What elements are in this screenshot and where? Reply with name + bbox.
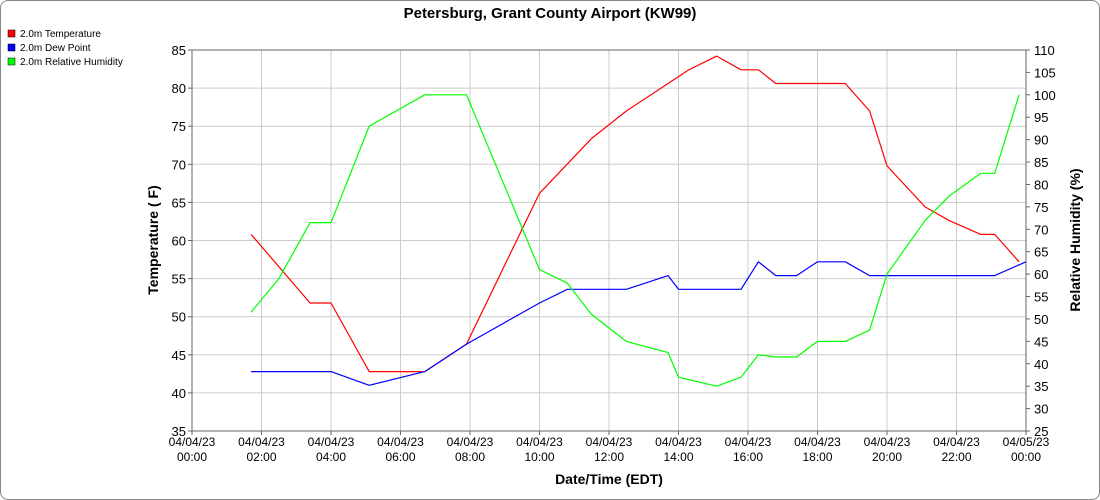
x-tick-label-date: 04/04/23 (377, 435, 424, 449)
legend-swatch (7, 29, 16, 38)
x-tick-label-date: 04/04/23 (308, 435, 355, 449)
series-lines (250, 55, 1027, 387)
y-right-tick-label: 30 (1034, 402, 1048, 417)
y-left-tick-label: 75 (172, 119, 186, 134)
series-line (250, 94, 1020, 387)
series-line (251, 261, 1027, 386)
y-right-tick-label: 55 (1034, 290, 1048, 305)
legend-label: 2.0m Temperature (20, 29, 101, 40)
y-axis-right-ticks: 25 30 35 40 45 50 55 60 65 70 75 80 85 90 95 100 105 110 (1026, 43, 1056, 439)
y-right-tick-label: 80 (1034, 177, 1048, 192)
y-right-tick-label: 90 (1034, 133, 1048, 148)
x-tick-label-date: 04/05/23 (1003, 435, 1050, 449)
y-right-tick-label: 35 (1034, 379, 1048, 394)
x-tick-label-date: 04/04/23 (447, 435, 494, 449)
x-tick-label-time: 04:00 (316, 450, 346, 464)
legend-label: 2.0m Dew Point (20, 43, 91, 54)
x-tick-label-time: 02:00 (246, 450, 276, 464)
y-left-tick-label: 60 (172, 234, 186, 249)
x-tick-label-time: 12:00 (594, 450, 624, 464)
y-left-tick-label: 35 (172, 424, 186, 439)
y-left-tick-label: 40 (172, 386, 186, 401)
x-tick-label-date: 04/04/23 (933, 435, 980, 449)
x-tick-label-time: 20:00 (872, 450, 902, 464)
y-left-tick-label: 70 (172, 157, 186, 172)
x-tick-label-time: 06:00 (385, 450, 415, 464)
y-left-tick-label: 85 (172, 43, 186, 58)
x-tick-label-date: 04/04/23 (516, 435, 563, 449)
y-axis-left-ticks: 35 40 45 50 55 60 65 70 75 80 85 (172, 43, 192, 439)
legend-swatch (7, 43, 16, 52)
y-right-tick-label: 40 (1034, 357, 1048, 372)
y-right-tick-label: 45 (1034, 334, 1048, 349)
x-tick-label-time: 22:00 (941, 450, 971, 464)
x-tick-label-date: 04/04/23 (238, 435, 285, 449)
legend-swatch (7, 57, 16, 66)
y-left-tick-label: 80 (172, 81, 186, 96)
y-right-tick-label: 25 (1034, 424, 1048, 439)
x-tick-label-date: 04/04/23 (725, 435, 772, 449)
y-axis-right-title: Relative Humidity (%) (1067, 168, 1083, 311)
legend-label: 2.0m Relative Humidity (20, 57, 123, 68)
y-right-tick-label: 50 (1034, 312, 1048, 327)
y-left-tick-label: 50 (172, 310, 186, 325)
y-left-tick-label: 65 (172, 195, 186, 210)
x-axis-title: Date/Time (EDT) (555, 471, 663, 487)
x-tick-label-date: 04/04/23 (586, 435, 633, 449)
chart-title: Petersburg, Grant County Airport (KW99) (404, 5, 697, 22)
y-right-tick-label: 85 (1034, 155, 1048, 170)
y-right-tick-label: 95 (1034, 110, 1048, 125)
series-line (250, 55, 1020, 373)
x-tick-label-time: 16:00 (733, 450, 763, 464)
y-right-tick-label: 60 (1034, 267, 1048, 282)
y-right-tick-label: 65 (1034, 245, 1048, 260)
x-tick-label-date: 04/04/23 (794, 435, 841, 449)
y-right-tick-label: 105 (1034, 65, 1056, 80)
x-tick-label-date: 04/04/23 (655, 435, 702, 449)
y-right-tick-label: 100 (1034, 88, 1056, 103)
y-right-tick-label: 110 (1034, 43, 1055, 58)
x-tick-label-time: 08:00 (455, 450, 485, 464)
y-left-tick-label: 45 (172, 348, 186, 363)
grid (191, 49, 1027, 432)
x-tick-label-time: 10:00 (524, 450, 554, 464)
x-tick-label-time: 00:00 (177, 450, 207, 464)
x-tick-label-time: 00:00 (1011, 450, 1041, 464)
y-right-tick-label: 70 (1034, 222, 1048, 237)
y-left-tick-label: 55 (172, 272, 186, 287)
y-right-tick-label: 75 (1034, 200, 1048, 215)
x-tick-label-date: 04/04/23 (864, 435, 911, 449)
y-axis-left-title: Temperature ( F) (145, 185, 161, 294)
x-axis-ticks: 04/04/2300:0004/04/2302:0004/04/2304:000… (169, 431, 1050, 464)
x-tick-label-time: 18:00 (802, 450, 832, 464)
legend: 2.0m Temperature 2.0m Dew Point 2.0m Relat… (7, 29, 123, 68)
x-tick-label-date: 04/04/23 (169, 435, 216, 449)
x-tick-label-time: 14:00 (663, 450, 693, 464)
